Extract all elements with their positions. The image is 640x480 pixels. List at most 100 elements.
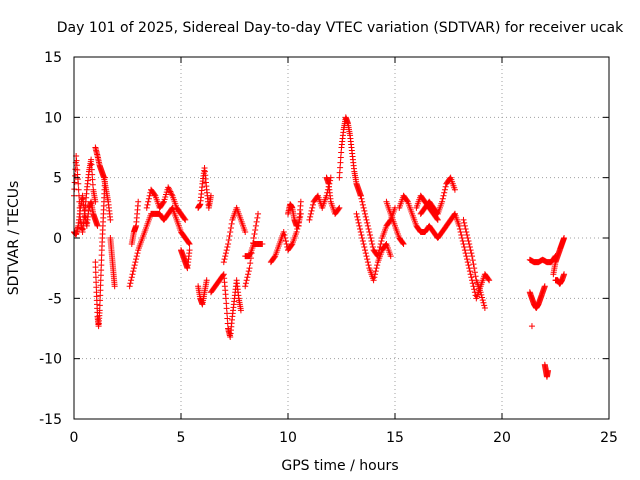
data-point xyxy=(132,259,139,266)
data-point xyxy=(365,225,372,232)
data-point xyxy=(459,235,466,241)
x-tick-label: 15 xyxy=(386,430,404,446)
data-point xyxy=(244,274,251,281)
data-point xyxy=(307,213,314,220)
data-point xyxy=(337,154,344,161)
data-point xyxy=(130,265,137,272)
data-point xyxy=(283,241,290,248)
data-point xyxy=(223,300,230,307)
data-point xyxy=(309,204,316,211)
data-point xyxy=(440,192,447,199)
data-point xyxy=(362,213,369,220)
data-point xyxy=(387,253,394,260)
data-point xyxy=(255,210,262,217)
data-point xyxy=(88,161,95,168)
data-point xyxy=(282,238,289,245)
data-point xyxy=(337,164,344,171)
data-point xyxy=(242,228,249,235)
data-point xyxy=(225,241,232,248)
data-point xyxy=(528,323,535,330)
data-point xyxy=(97,287,104,294)
y-tick-label: -15 xyxy=(39,412,62,428)
data-point xyxy=(359,235,366,241)
data-point xyxy=(359,238,366,245)
data-point xyxy=(358,195,365,202)
data-point xyxy=(144,201,151,208)
data-point xyxy=(243,277,250,284)
data-point xyxy=(382,242,389,249)
data-point xyxy=(98,262,105,269)
data-point xyxy=(336,174,343,181)
data-point xyxy=(98,257,105,264)
data-point xyxy=(223,247,230,254)
data-point xyxy=(92,264,99,271)
x-axis-label: GPS time / hours xyxy=(281,458,398,474)
data-point xyxy=(461,244,468,251)
data-point xyxy=(364,256,371,263)
data-point xyxy=(165,185,172,192)
data-point xyxy=(186,241,193,248)
data-point xyxy=(363,216,370,223)
data-point xyxy=(186,247,193,254)
data-point xyxy=(359,201,366,208)
data-point xyxy=(93,284,100,291)
data-point xyxy=(228,220,235,227)
data-point xyxy=(467,271,474,278)
data-point xyxy=(259,241,266,248)
data-point xyxy=(480,299,487,306)
data-point xyxy=(246,265,253,272)
data-point xyxy=(372,271,379,278)
data-point xyxy=(98,267,105,274)
data-point xyxy=(356,222,363,229)
data-point xyxy=(97,292,104,299)
data-point xyxy=(439,198,446,205)
data-point xyxy=(224,244,231,251)
data-point xyxy=(354,216,361,223)
data-point xyxy=(471,286,478,293)
data-point xyxy=(88,156,95,163)
data-point xyxy=(561,235,568,241)
data-point xyxy=(442,183,449,190)
data-point xyxy=(466,268,473,275)
data-point xyxy=(369,244,376,251)
data-point xyxy=(364,219,371,226)
data-point xyxy=(75,186,82,193)
data-point xyxy=(371,274,378,281)
data-point xyxy=(373,265,380,272)
data-point xyxy=(221,256,228,263)
data-point xyxy=(126,283,133,290)
data-point xyxy=(160,199,167,206)
x-tick-label: 10 xyxy=(279,430,297,446)
data-point xyxy=(467,247,474,254)
data-point xyxy=(357,225,364,232)
data-point xyxy=(253,218,260,225)
data-point xyxy=(127,280,134,287)
data-point xyxy=(227,228,234,235)
data-point xyxy=(468,274,475,281)
y-tick-label: -5 xyxy=(48,291,62,307)
data-point xyxy=(97,277,104,284)
data-point xyxy=(466,241,473,248)
data-point xyxy=(359,198,366,205)
data-point xyxy=(466,244,473,251)
data-point xyxy=(479,294,486,301)
data-point xyxy=(94,222,101,229)
data-point xyxy=(227,224,234,231)
data-point xyxy=(250,235,257,241)
data-point xyxy=(151,191,158,198)
y-tick-label: 10 xyxy=(44,110,62,126)
data-point xyxy=(463,253,470,260)
data-point xyxy=(374,253,381,260)
data-point xyxy=(75,180,82,187)
data-point xyxy=(463,228,470,235)
data-point xyxy=(472,273,479,280)
data-point xyxy=(129,271,136,278)
data-point xyxy=(220,259,227,266)
data-point xyxy=(354,213,361,220)
data-point xyxy=(377,244,384,251)
data-point xyxy=(251,230,258,237)
data-point xyxy=(441,189,448,196)
data-point xyxy=(97,297,104,304)
data-point xyxy=(131,262,138,269)
data-point xyxy=(465,238,472,245)
